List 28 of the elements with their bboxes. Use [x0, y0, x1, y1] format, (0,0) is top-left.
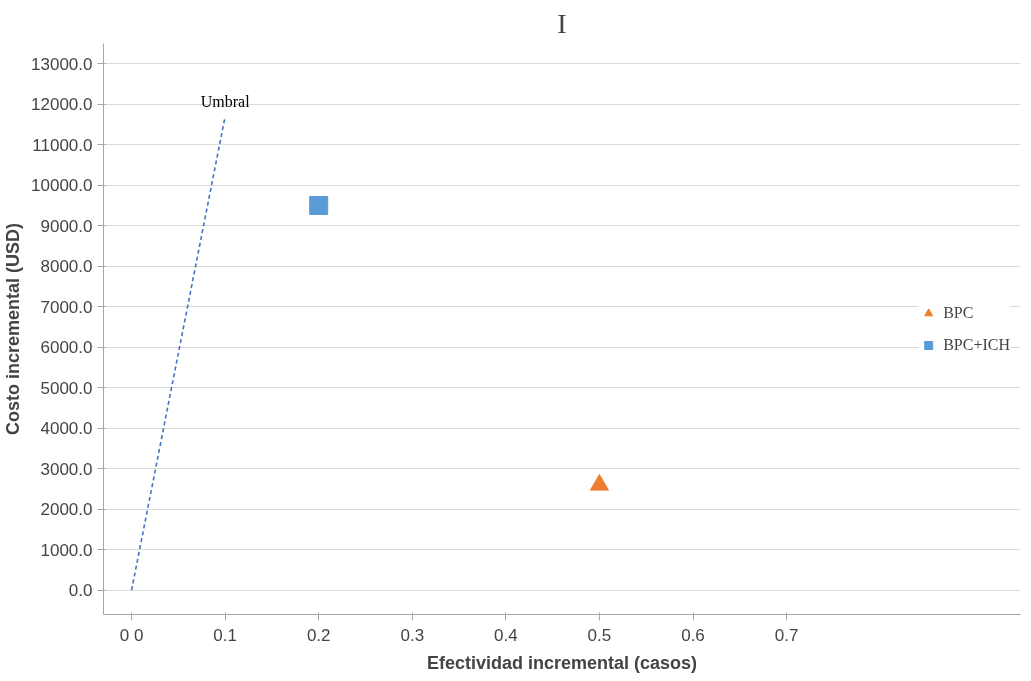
y-tick-label: 0.0	[68, 581, 93, 601]
x-tick-label: 0.6	[681, 625, 705, 645]
x-tick-label: 0.7	[774, 625, 799, 645]
y-tick-label: 3000.0	[40, 459, 93, 479]
y-tick-label: 1000.0	[40, 540, 93, 560]
chart-title: I	[557, 7, 567, 39]
y-tick-label: 8000.0	[40, 257, 93, 277]
y-tick-label: 11000.0	[32, 135, 93, 155]
x-tick-label: 0.2	[306, 625, 331, 645]
x-tick-label: 0.5	[587, 625, 612, 645]
y-tick-label: 9000.0	[40, 216, 93, 236]
y-axis-title: Costo incremental (USD)	[3, 222, 24, 436]
y-tick-label: 12000.0	[31, 95, 93, 115]
y-tick-label: 4000.0	[40, 419, 93, 439]
y-tick-label: 6000.0	[40, 338, 93, 358]
y-tick-label: 5000.0	[40, 378, 93, 398]
y-tick-label: 10000.0	[31, 176, 93, 196]
legend-label: BPC	[943, 303, 974, 322]
y-tick-label: 7000.0	[40, 297, 93, 317]
legend-label: BPC+ICH	[943, 335, 1010, 354]
y-tick-label: 2000.0	[40, 500, 93, 520]
x-axis-title: Efectividad incremental (casos)	[426, 652, 698, 673]
x-tick-label: 0.4	[494, 625, 518, 645]
x-tick-label: 0.1	[213, 625, 237, 645]
annotation: Umbral	[200, 93, 251, 111]
y-tick-label: 13000.0	[31, 54, 93, 74]
x-tick-label: 0.3	[400, 625, 425, 645]
x-tick-label: 0 0	[119, 625, 144, 645]
